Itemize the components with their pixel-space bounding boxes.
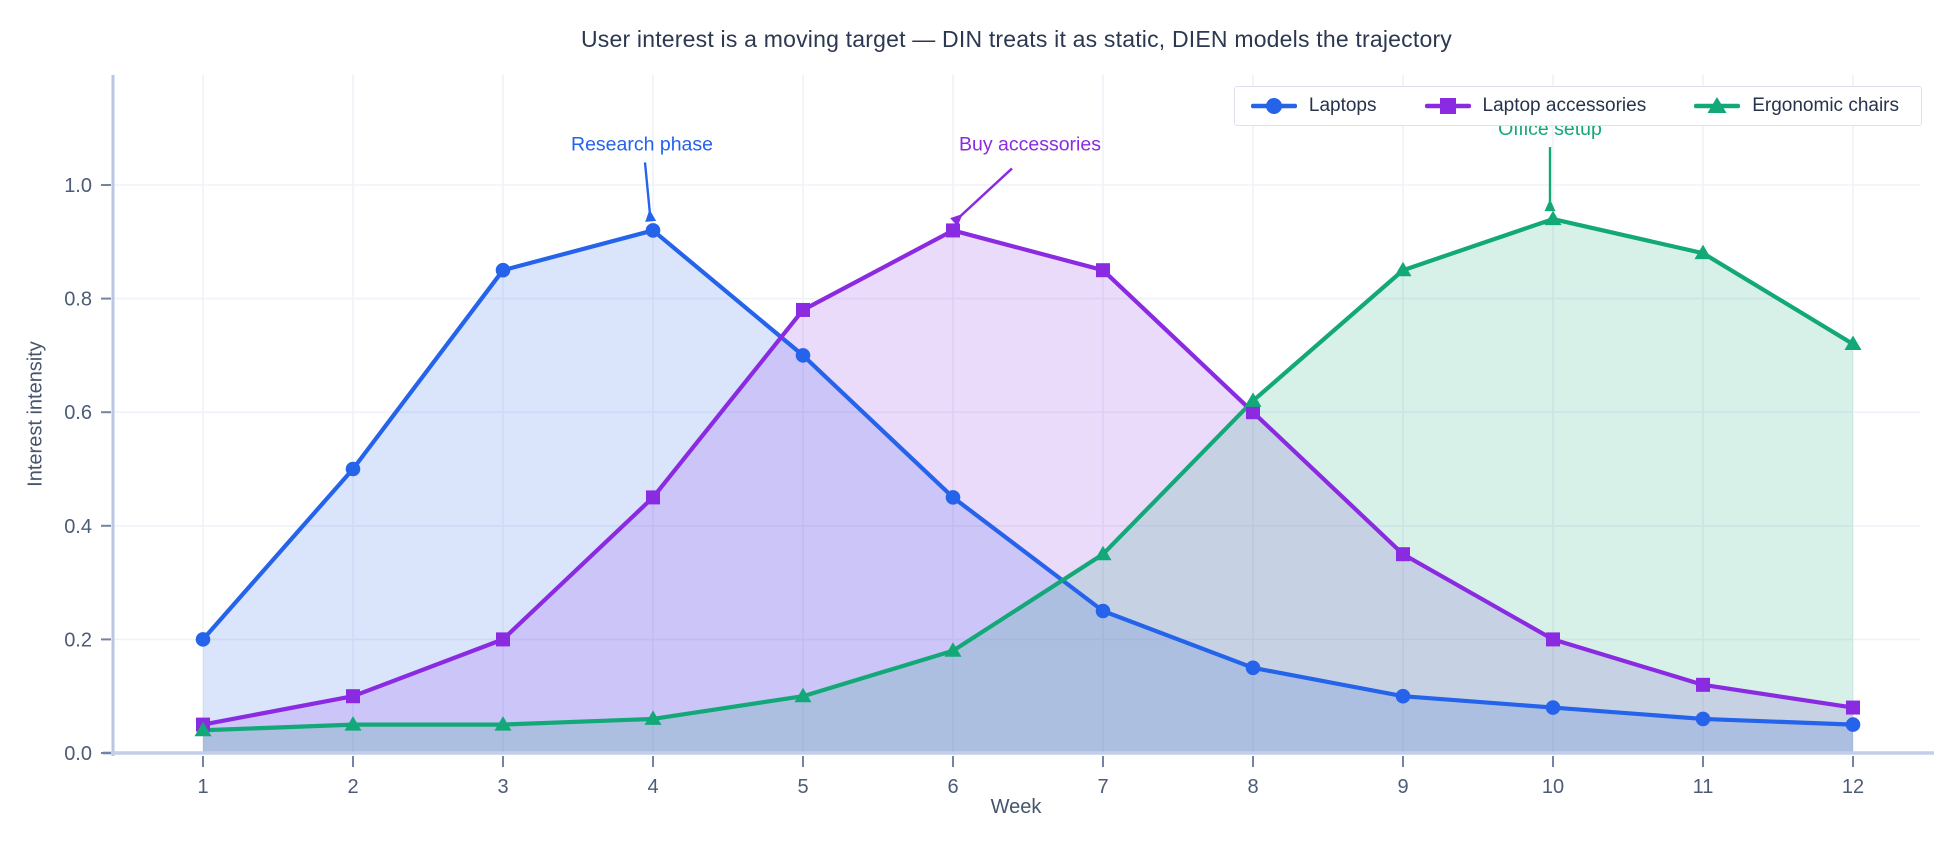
data-point-ergonomic-chairs-week-12 — [1844, 335, 1862, 351]
x-tick-label: 12 — [1842, 776, 1864, 798]
series-area-laptop-accessories — [203, 230, 1853, 753]
triangle-marker-icon — [1694, 97, 1741, 113]
data-point-laptops-week-3 — [495, 262, 511, 278]
data-point-ergonomic-chairs-week-7 — [1094, 545, 1112, 561]
x-tick-label: 2 — [347, 776, 358, 798]
y-tick-label: 0.0 — [64, 743, 92, 765]
x-tick-label: 11 — [1693, 776, 1714, 798]
data-point-laptops-week-7 — [1095, 603, 1111, 619]
legend-item-laptop-accessories: Laptop accessories — [1424, 95, 1647, 117]
x-tick-label: 5 — [797, 776, 808, 798]
legend-item-ergonomic-chairs: Ergonomic chairs — [1694, 95, 1899, 117]
legend: Laptops Laptop accessories Ergonomic chair… — [1233, 86, 1922, 126]
data-point-laptops-week-2 — [345, 461, 361, 477]
annotation-arrow-head — [645, 209, 657, 222]
series-area-ergonomic-chairs — [203, 219, 1853, 753]
data-point-laptop-accessories-week-4 — [646, 490, 660, 505]
series-area-laptops — [203, 230, 1853, 753]
data-point-laptop-accessories-week-10 — [1546, 632, 1560, 647]
data-point-ergonomic-chairs-week-8 — [1244, 392, 1262, 407]
x-tick-label: 4 — [647, 776, 658, 798]
data-point-laptops-week-12 — [1845, 717, 1861, 732]
data-point-ergonomic-chairs-week-3 — [494, 716, 512, 731]
data-point-ergonomic-chairs-week-6 — [944, 642, 962, 657]
data-point-laptops-week-11 — [1695, 711, 1711, 727]
data-point-laptops-week-5 — [795, 348, 811, 363]
chart-title: User interest is a moving target — DIN t… — [580, 26, 1453, 52]
data-point-ergonomic-chairs-week-4 — [644, 710, 662, 725]
legend-label: Laptops — [1308, 95, 1377, 116]
legend-label: Laptop accessories — [1482, 95, 1647, 116]
y-tick-label: 1.0 — [64, 175, 92, 197]
data-point-laptop-accessories-week-9 — [1396, 547, 1410, 562]
data-point-ergonomic-chairs-week-11 — [1694, 244, 1712, 260]
data-point-ergonomic-chairs-week-10 — [1544, 210, 1562, 226]
x-axis-title: Week — [990, 796, 1042, 818]
x-tick-label: 3 — [497, 776, 508, 798]
series-line-ergonomic-chairs — [200, 216, 1856, 733]
data-point-laptops-week-10 — [1545, 700, 1561, 715]
data-point-laptops-week-6 — [945, 490, 961, 505]
data-point-ergonomic-chairs-week-9 — [1394, 261, 1412, 277]
annotation-arrow-line — [643, 162, 652, 215]
data-point-ergonomic-chairs-week-1 — [194, 721, 212, 737]
data-point-laptop-accessories-week-2 — [346, 689, 360, 704]
y-tick-label: 0.4 — [64, 516, 92, 538]
data-point-laptop-accessories-week-3 — [496, 632, 510, 647]
data-point-ergonomic-chairs-week-5 — [794, 687, 812, 703]
square-marker-icon — [1424, 98, 1471, 114]
x-tick-label: 10 — [1542, 776, 1564, 798]
y-tick-label: 0.6 — [64, 402, 92, 424]
series-line-laptops — [200, 228, 1856, 727]
series-line-laptop-accessories — [200, 228, 1856, 727]
x-tick-label: 7 — [1097, 776, 1108, 798]
data-point-laptops-week-4 — [645, 223, 661, 238]
x-tick-label: 6 — [947, 776, 958, 798]
data-point-laptop-accessories-week-12 — [1846, 700, 1860, 715]
data-point-laptops-week-1 — [195, 632, 211, 647]
legend-label: Ergonomic chairs — [1752, 95, 1899, 116]
data-point-laptops-week-8 — [1245, 660, 1261, 676]
data-point-laptop-accessories-week-5 — [796, 302, 810, 317]
data-point-laptop-accessories-week-7 — [1096, 263, 1110, 278]
data-point-laptop-accessories-week-8 — [1246, 405, 1260, 420]
annotation-arrow-line — [958, 167, 1013, 219]
data-point-laptop-accessories-week-11 — [1696, 677, 1710, 692]
circle-marker-icon — [1250, 98, 1297, 114]
annotation-arrow-head — [950, 214, 963, 227]
legend-item-laptops: Laptops — [1250, 95, 1377, 117]
x-tick-label: 8 — [1247, 776, 1258, 798]
data-point-laptops-week-9 — [1395, 688, 1411, 704]
data-point-laptop-accessories-week-6 — [946, 223, 960, 238]
data-point-ergonomic-chairs-week-2 — [344, 716, 362, 731]
annotation-buy-accessories: Buy accessories — [959, 133, 1101, 155]
y-tick-label: 0.8 — [64, 289, 92, 311]
y-axis-title: Interest intensity — [24, 341, 47, 487]
annotation-arrow-head — [1544, 199, 1556, 212]
x-tick-label: 9 — [1397, 776, 1408, 798]
x-tick-label: 1 — [197, 776, 208, 798]
annotation-research-phase: Research phase — [571, 133, 713, 155]
y-tick-label: 0.2 — [64, 629, 92, 651]
